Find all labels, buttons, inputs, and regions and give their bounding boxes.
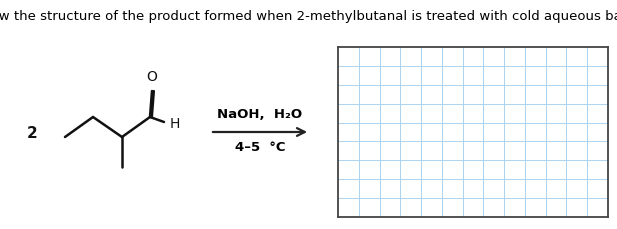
Text: 4–5  °C: 4–5 °C — [234, 140, 285, 153]
Text: NaOH,  H₂O: NaOH, H₂O — [217, 108, 302, 120]
Text: H: H — [170, 117, 180, 131]
Text: Draw the structure of the product formed when 2-methylbutanal is treated with co: Draw the structure of the product formed… — [0, 10, 617, 23]
Text: O: O — [147, 70, 157, 84]
Text: 2: 2 — [27, 126, 38, 141]
